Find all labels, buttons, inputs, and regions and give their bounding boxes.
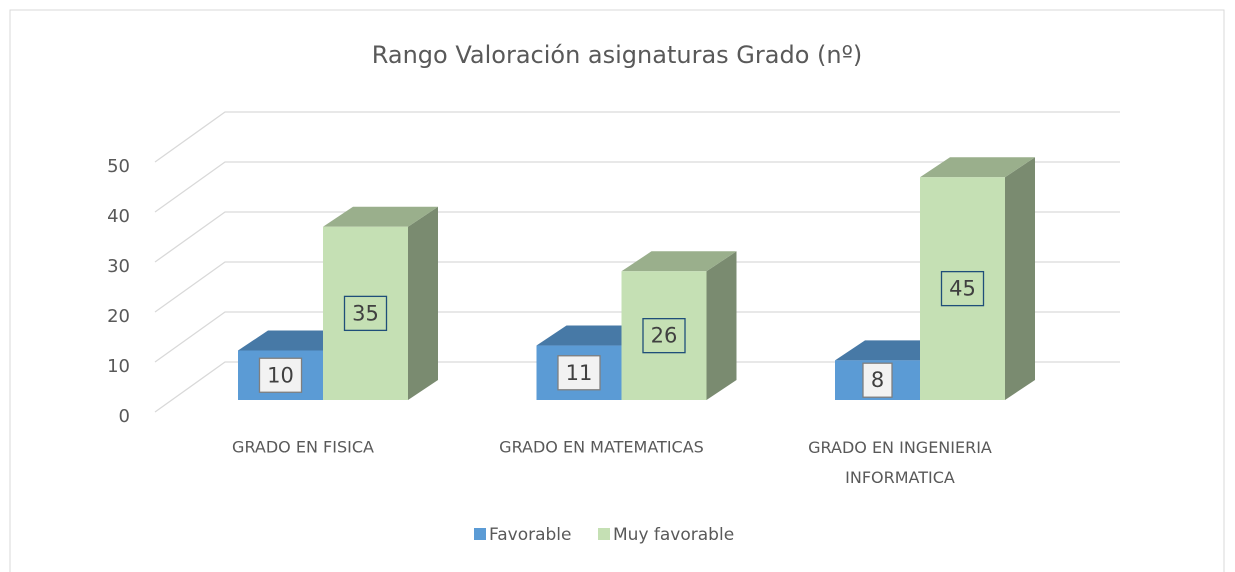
bar — [920, 157, 1035, 400]
bar-front — [323, 226, 408, 400]
bar-side — [408, 206, 438, 400]
grid-line — [154, 311, 1120, 363]
chart-frame — [9, 9, 1225, 572]
bar-side — [1005, 157, 1035, 400]
y-tick-label: 30 — [107, 256, 130, 277]
bar-front — [920, 177, 1005, 400]
data-label: 26 — [651, 324, 678, 348]
grid-line — [154, 261, 1120, 313]
bar — [323, 206, 438, 400]
bar-top — [920, 157, 1035, 178]
grid-line — [154, 361, 1120, 413]
bar — [621, 251, 737, 400]
chart-title: Rango Valoración asignaturas Grado (nº) — [372, 41, 863, 69]
x-tick-label: GRADO EN INGENIERIA INFORMATICA — [808, 438, 992, 487]
bar-front — [621, 271, 707, 400]
data-label-box — [343, 295, 388, 332]
data-label-box — [557, 355, 601, 391]
y-tick-label: 40 — [107, 206, 130, 227]
data-label-box — [258, 357, 303, 393]
data-label: 10 — [267, 363, 294, 387]
y-tick-label: 20 — [107, 306, 130, 327]
legend-swatch — [474, 528, 486, 540]
x-tick-label: GRADO EN FISICA — [232, 438, 374, 457]
y-tick-label: 10 — [107, 356, 130, 377]
y-tick-label: 0 — [119, 406, 130, 427]
data-label-box — [642, 317, 686, 354]
legend-label: Muy favorable — [613, 525, 734, 545]
grid-line — [154, 211, 1120, 263]
bar-top — [323, 206, 438, 227]
legend-swatch — [598, 528, 610, 540]
y-tick-label: 50 — [107, 156, 130, 177]
data-label: 11 — [566, 361, 593, 385]
data-label: 8 — [871, 368, 884, 392]
data-label: 45 — [949, 277, 976, 301]
legend-label: Favorable — [489, 525, 571, 545]
data-label: 35 — [352, 301, 379, 325]
grid-line — [154, 161, 1120, 213]
data-label-box — [940, 270, 985, 307]
data-label-box — [862, 362, 893, 398]
grid-line — [154, 111, 1120, 163]
bar-top — [621, 251, 737, 272]
bar-side — [706, 251, 737, 400]
x-tick-label: GRADO EN MATEMATICAS — [499, 438, 704, 457]
